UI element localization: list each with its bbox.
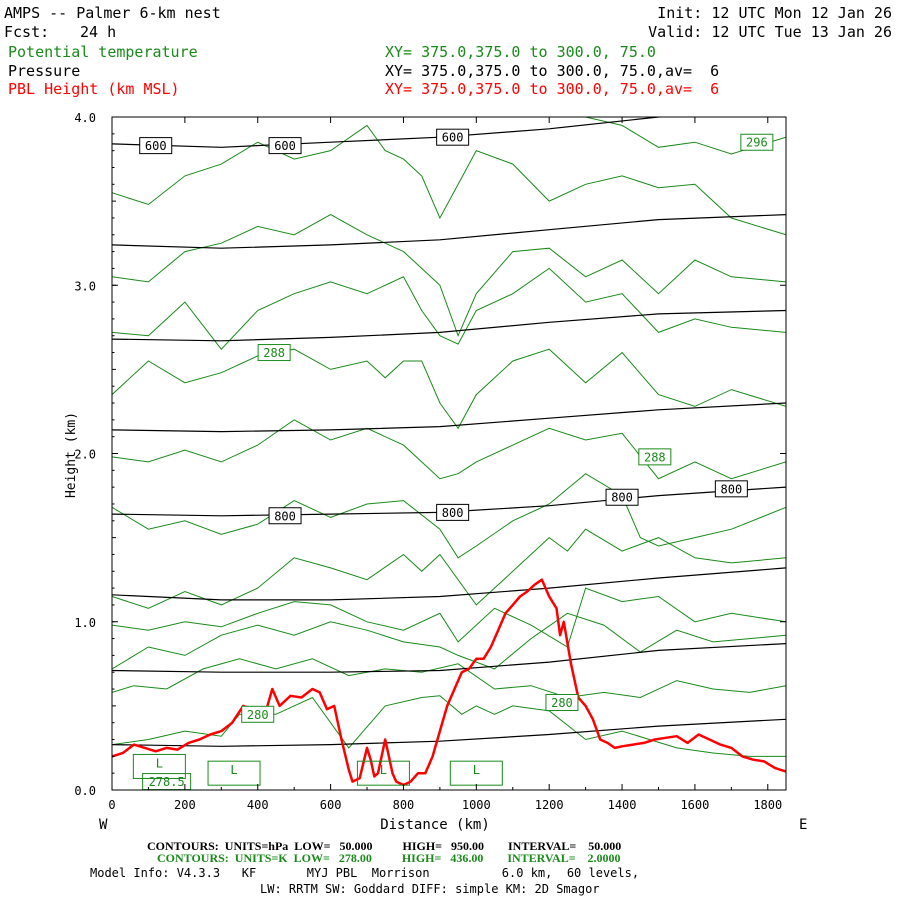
theta-label-box xyxy=(241,705,275,723)
theta-label: 296 xyxy=(746,136,768,150)
theta-label-box xyxy=(740,133,774,151)
west-label: W xyxy=(99,817,108,833)
low-marker: L xyxy=(156,756,163,770)
pressure-label-box xyxy=(714,480,748,498)
theta-contour-9 xyxy=(112,214,786,338)
y-tick-label: 4.0 xyxy=(74,111,96,125)
footer-theta-contours: CONTOURS: UNITS=K LOW= 278.00 HIGH= 436.… xyxy=(157,851,621,865)
pressure-label: 600 xyxy=(145,139,167,153)
pressure-label: 800 xyxy=(442,506,464,520)
x-tick-label: 600 xyxy=(320,798,342,812)
pressure-label: 800 xyxy=(611,491,633,505)
theta-contour-6 xyxy=(112,419,786,480)
plot-frame xyxy=(111,116,787,791)
low-marker: L xyxy=(230,763,237,777)
pressure-label-box xyxy=(436,128,470,146)
pressure-contour-900 xyxy=(112,643,786,673)
x-tick-label: 1400 xyxy=(608,798,637,812)
field-pbl-xy: XY= 375.0,375.0 to 300.0, 75.0,av= 6 xyxy=(385,80,720,98)
pressure-contour-700 xyxy=(112,309,786,342)
pressure-label: 600 xyxy=(442,131,464,145)
y-tick-label: 3.0 xyxy=(74,279,96,293)
theta-contour-7 xyxy=(112,348,786,430)
x-tick-label: 1200 xyxy=(535,798,564,812)
theta-contour-1 xyxy=(112,658,786,699)
theta-label-box xyxy=(545,694,579,712)
x-tick-label: 200 xyxy=(174,798,196,812)
low-marker-box xyxy=(356,760,410,786)
valid-time: Valid: 12 UTC Tue 13 Jan 26 xyxy=(648,23,892,41)
pressure-label-box xyxy=(436,503,470,521)
y-tick-label: 1.0 xyxy=(74,616,96,630)
field-pbl-label: PBL Height (km MSL) xyxy=(8,80,180,98)
theta-label-box xyxy=(257,344,291,362)
axes: 0 200 400 600 800 1000 1200 1400 1600 1800 0.0 1.0 2… xyxy=(74,111,786,812)
theta-label: 278.5 xyxy=(149,775,185,789)
pressure-label-box xyxy=(605,488,639,506)
east-label: E xyxy=(799,817,807,833)
x-axis-label: Distance (km) xyxy=(380,817,490,833)
theta-contour-5 xyxy=(112,473,786,559)
theta-contour-10 xyxy=(112,124,786,236)
low-marker-box xyxy=(207,760,261,786)
theta-label-box xyxy=(638,448,672,466)
pressure-contour-650 xyxy=(112,214,786,249)
theta-contour-0 xyxy=(112,695,786,757)
footer-model-info: Model Info: V4.3.3 KF MYJ PBL Morrison 6… xyxy=(90,866,640,880)
low-marker: L xyxy=(473,763,480,777)
theta-label: 288 xyxy=(644,450,666,464)
low-marker-box xyxy=(132,753,186,779)
theta-label: 280 xyxy=(551,696,573,710)
theta-contours xyxy=(112,117,786,757)
pressure-label-box xyxy=(139,137,173,155)
fcst-label: Fcst: xyxy=(4,23,50,41)
theta-contour-11 xyxy=(585,117,786,155)
init-time: Init: 12 UTC Mon 12 Jan 26 xyxy=(657,4,892,22)
field-pressure-xy: XY= 375.0,375.0 to 300.0, 75.0,av= 6 xyxy=(385,62,720,80)
y-tick-label: 0.0 xyxy=(74,784,96,798)
pressure-contours xyxy=(112,117,786,747)
x-tick-label: 1600 xyxy=(680,798,709,812)
x-tick-label: 1800 xyxy=(753,798,782,812)
theta-contour-3 xyxy=(112,587,786,648)
field-theta-xy: XY= 375.0,375.0 to 300.0, 75.0 xyxy=(385,43,656,61)
footer-physics-info: LW: RRTM SW: Goddard DIFF: simple KM: 2D… xyxy=(260,882,600,896)
pressure-label-box xyxy=(268,137,302,155)
pressure-label: 600 xyxy=(274,139,296,153)
y-tick-label: 2.0 xyxy=(74,448,96,462)
pressure-contour-750 xyxy=(112,402,786,433)
fcst-value: 24 h xyxy=(80,23,117,41)
theta-contour-2 xyxy=(112,612,786,670)
contour-labels: 600 600 600 800 800 800 800 296 288 288 280 280 278.… xyxy=(132,128,774,791)
field-pressure-label: Pressure xyxy=(8,62,81,80)
footer-pressure-contours: CONTOURS: UNITS=hPa LOW= 50.000 HIGH= 95… xyxy=(147,839,622,853)
field-theta-label: Potential temperature xyxy=(8,43,198,61)
theta-contour-8 xyxy=(112,267,786,350)
theta-label: 280 xyxy=(247,708,269,722)
pressure-label: 800 xyxy=(721,482,743,496)
pressure-label-box xyxy=(268,507,302,525)
theta-contour-4 xyxy=(112,528,786,609)
x-tick-label: 800 xyxy=(393,798,415,812)
x-tick-label: 400 xyxy=(247,798,269,812)
pressure-contour-950 xyxy=(112,718,786,747)
low-marker: L xyxy=(380,763,387,777)
theta-label: 288 xyxy=(263,346,285,360)
y-axis-label: Height (km) xyxy=(64,412,79,498)
x-tick-label: 0 xyxy=(108,798,115,812)
chart-title: AMPS -- Palmer 6-km nest xyxy=(4,4,221,22)
pressure-contour-850 xyxy=(112,567,786,601)
pressure-label: 800 xyxy=(274,509,296,523)
x-tick-label: 1000 xyxy=(462,798,491,812)
